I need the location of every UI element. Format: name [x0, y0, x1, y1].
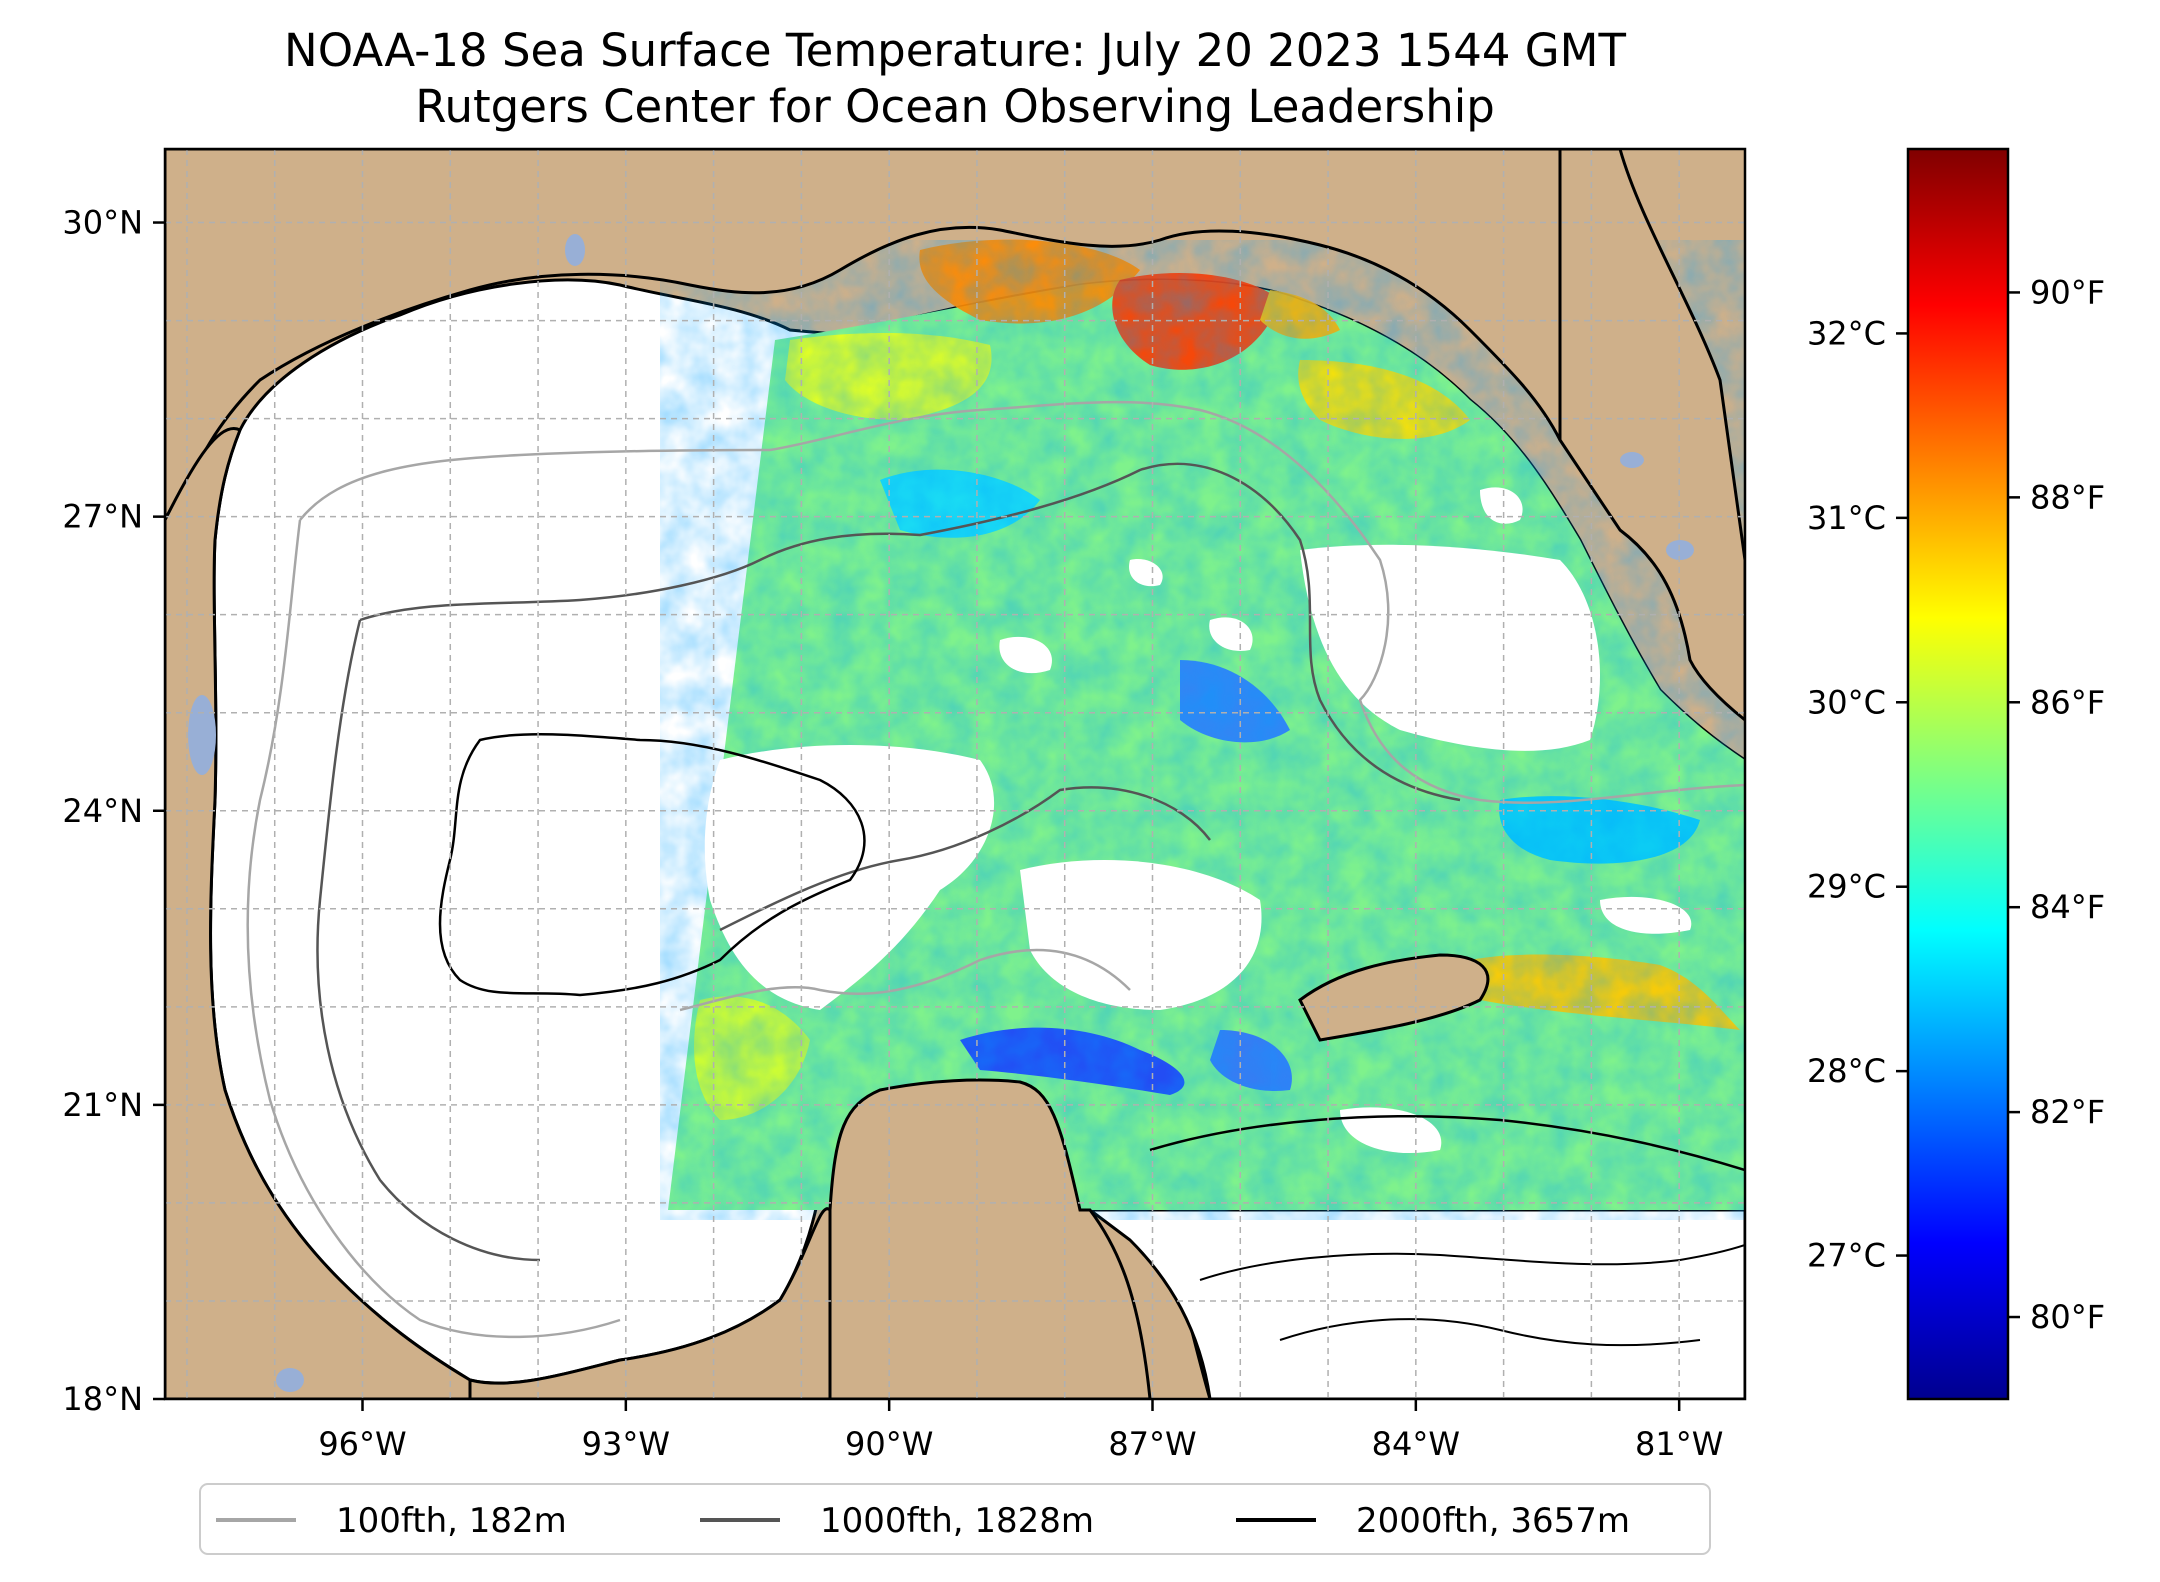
cb-f-tick-label: 88°F [2030, 478, 2105, 516]
lon-tick-label: 90°W [845, 1425, 933, 1463]
legend-item-2000fth: 2000fth, 3657m [1236, 1501, 1630, 1541]
cb-f-tick-label: 90°F [2030, 273, 2105, 311]
lon-tick-label: 87°W [1108, 1425, 1196, 1463]
cb-c-tick-label: 32°C [1807, 314, 1886, 352]
land-us-gulf-coast [165, 149, 1562, 541]
lon-tick-label: 93°W [582, 1425, 670, 1463]
cb-f-tick-label: 86°F [2030, 683, 2105, 721]
lake-1 [188, 695, 216, 775]
cloud-gap-small-4 [1600, 896, 1692, 934]
legend-item-1000fth: 1000fth, 1828m [700, 1501, 1094, 1541]
contour-2000fth-caribbean [1199, 1244, 1745, 1347]
longitude-ticks: 96°W 93°W 90°W 87°W 84°W 81°W [318, 1399, 1723, 1463]
lake-5 [276, 1368, 304, 1392]
cloud-gap-west [704, 745, 995, 1010]
lat-tick-label: 30°N [62, 204, 143, 242]
land-mexico-west [165, 427, 472, 1399]
lat-tick-label: 27°N [62, 498, 143, 536]
land-masses [165, 149, 1745, 1399]
cb-f-tick-label: 80°F [2030, 1298, 2105, 1336]
lake-2 [565, 234, 585, 266]
land-yucatan [828, 1078, 1152, 1399]
land-cuba [1298, 953, 1490, 1042]
bathymetry-contours [246, 400, 1745, 1347]
cb-c-tick-label: 31°C [1807, 499, 1886, 537]
map-title-line1: NOAA-18 Sea Surface Temperature: July 20… [284, 24, 1626, 77]
legend-label-2000fth: 2000fth, 3657m [1356, 1501, 1630, 1541]
legend-item-100fth: 100fth, 182m [216, 1501, 567, 1541]
cb-c-tick-label: 30°C [1807, 683, 1886, 721]
cb-f-tick-label: 84°F [2030, 888, 2105, 926]
contour-legend: 100fth, 182m 1000fth, 1828m 2000fth, 365… [199, 1483, 1711, 1555]
colorbar-celsius-ticks: 27°C 28°C 29°C 30°C 31°C 32°C [1807, 314, 1908, 1275]
cb-c-tick-label: 29°C [1807, 868, 1886, 906]
lake-3 [1666, 540, 1694, 560]
lat-tick-label: 21°N [62, 1086, 143, 1124]
contour-1000fth [316, 462, 1461, 1262]
cloud-gap-small-1 [1209, 617, 1253, 651]
map-panel [165, 149, 1745, 1399]
land-central-america [468, 1207, 832, 1399]
cloud-gap-central [1020, 860, 1262, 1010]
lake-4 [1620, 452, 1644, 468]
lakes [188, 234, 1694, 1392]
map-title-line2: Rutgers Center for Ocean Observing Leade… [415, 80, 1495, 133]
cloud-gap-small-3 [999, 636, 1052, 674]
legend-label-100fth: 100fth, 182m [336, 1501, 567, 1541]
cb-f-tick-label: 82°F [2030, 1093, 2105, 1131]
cb-c-tick-label: 28°C [1807, 1052, 1886, 1090]
cloud-gap-east [1300, 544, 1600, 751]
lon-tick-label: 96°W [318, 1425, 406, 1463]
land-florida [1558, 149, 1745, 722]
colorbar-fahrenheit-ticks: 80°F 82°F 84°F 86°F 88°F 90°F [2008, 273, 2105, 1336]
lat-tick-label: 18°N [62, 1380, 143, 1418]
colorbar [1906, 147, 2010, 1401]
legend-label-1000fth: 1000fth, 1828m [820, 1501, 1094, 1541]
latitude-ticks: 30°N 27°N 24°N 21°N 18°N [62, 204, 165, 1418]
cb-c-tick-label: 27°C [1807, 1237, 1886, 1275]
lon-tick-label: 84°W [1372, 1425, 1460, 1463]
cloud-gap-north [1480, 487, 1523, 524]
map-frame [163, 147, 1747, 1401]
lon-tick-label: 81°W [1635, 1425, 1723, 1463]
cloud-gap-small-2 [1129, 559, 1163, 587]
legend-box [199, 1483, 1711, 1555]
lat-tick-label: 24°N [62, 792, 143, 830]
contour-2000fth [438, 733, 1745, 1172]
